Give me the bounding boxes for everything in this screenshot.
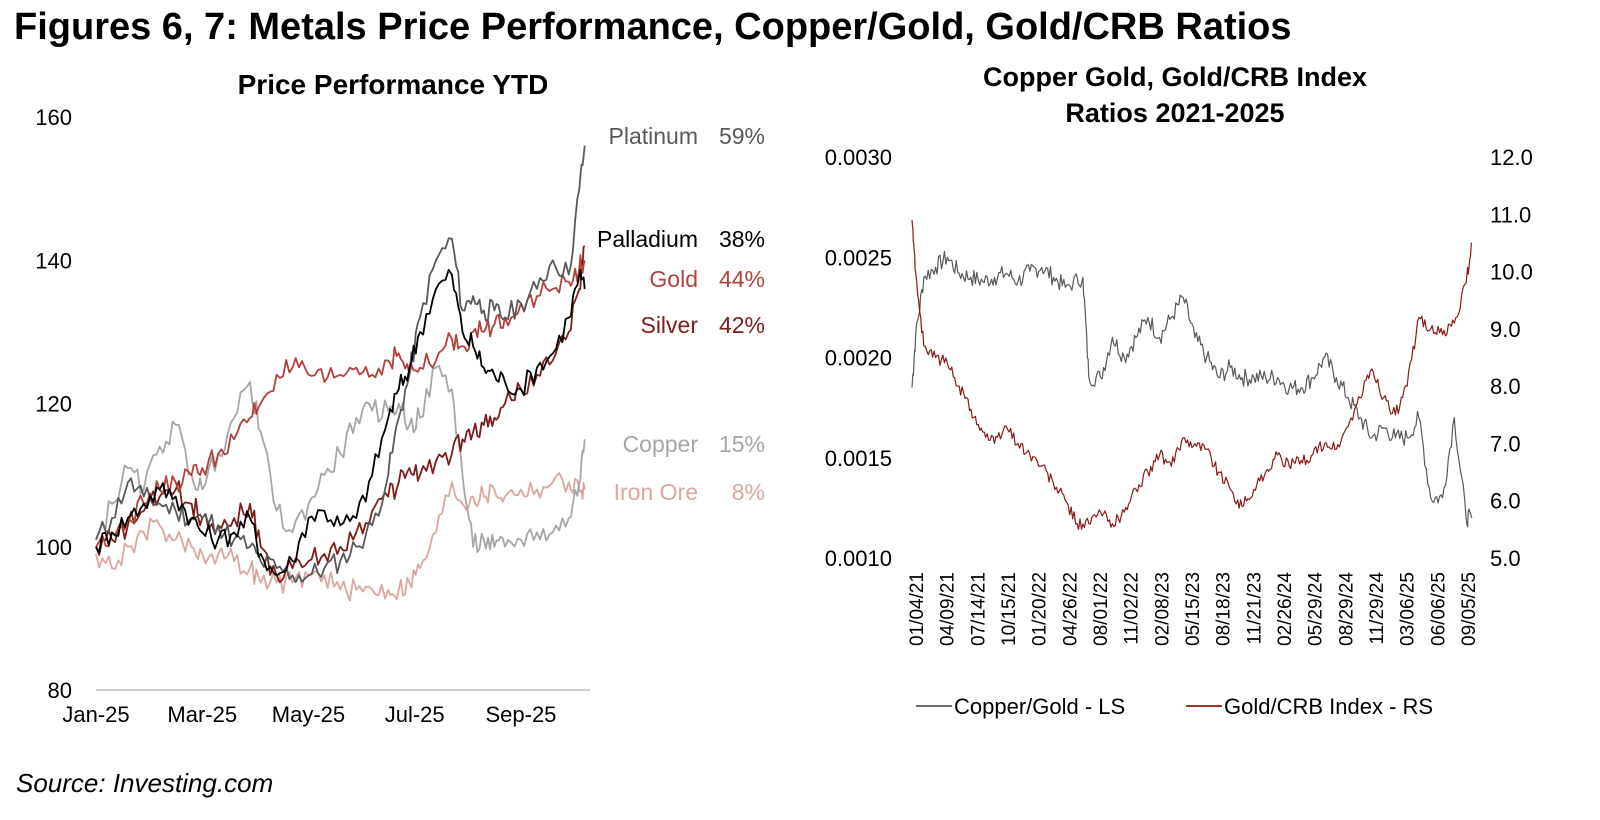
price-performance-chart: Price Performance YTD 80 100 120 140 160 Jan-… (35, 69, 765, 727)
series-pct-gold: 44% (719, 266, 765, 292)
series-pct-iron-ore: 8% (732, 479, 765, 505)
x-tick-label: 01/20/22 (1030, 572, 1051, 646)
series-line-palladium (95, 269, 586, 577)
series-line-gold-crb (911, 219, 1473, 530)
series-pct-silver: 42% (719, 312, 765, 338)
series-label-silver: Silver (640, 312, 698, 338)
x-tick-label: 04/26/22 (1060, 572, 1081, 646)
x-tick-label: 01/04/21 (907, 572, 928, 646)
x-tick-label: 08/01/22 (1091, 572, 1112, 646)
y-left-tick-label: 0.0015 (825, 446, 892, 471)
y-tick-label: 160 (35, 105, 72, 130)
series-line-platinum (95, 145, 586, 584)
y-tick-label: 120 (35, 392, 72, 417)
series-line-iron-ore (95, 472, 586, 602)
y-right-tick-label: 8.0 (1490, 374, 1521, 399)
x-tick-label: 11/02/22 (1122, 572, 1143, 645)
y-left-tick-label: 0.0025 (825, 245, 892, 270)
series-line-silver (95, 245, 586, 584)
x-tick-label: Jan-25 (62, 702, 129, 727)
y-left-tick-label: 0.0030 (825, 145, 892, 170)
x-tick-label: 05/29/24 (1306, 572, 1327, 646)
x-tick-label: 11/29/24 (1367, 572, 1388, 645)
y-right-tick-label: 5.0 (1490, 546, 1521, 571)
y-right-tick-label: 6.0 (1490, 489, 1521, 514)
x-tick-label: 02/26/24 (1275, 572, 1296, 646)
x-tick-label: 11/21/23 (1244, 572, 1265, 645)
series-line-gold (95, 254, 586, 548)
x-tick-label: 07/14/21 (968, 572, 989, 646)
x-tick-label: 03/06/25 (1398, 572, 1419, 646)
y-tick-label: 140 (35, 248, 72, 273)
x-tick-label: 04/09/21 (938, 572, 959, 646)
chart-title: Price Performance YTD (238, 69, 549, 100)
x-tick-label: May-25 (272, 702, 345, 727)
y-left-tick-label: 0.0010 (825, 546, 892, 571)
series-label-iron-ore: Iron Ore (614, 479, 698, 505)
x-tick-label: Sep-25 (485, 702, 556, 727)
figure-title: Figures 6, 7: Metals Price Performance, … (14, 6, 1292, 48)
y-right-tick-label: 10.0 (1490, 260, 1533, 285)
source-note: Source: Investing.com (16, 768, 274, 798)
x-tick-label: 08/29/24 (1336, 572, 1357, 646)
series-pct-palladium: 38% (719, 226, 765, 252)
series-label-gold: Gold (649, 266, 698, 292)
series-line-copper-gold (911, 250, 1473, 528)
x-tick-label: Jul-25 (385, 702, 445, 727)
series-label-platinum: Platinum (609, 123, 698, 149)
copper-gold-ratio-chart: Copper Gold, Gold/CRB Index Ratios 2021-… (825, 62, 1533, 719)
x-tick-label: 10/15/21 (999, 572, 1020, 646)
legend-gold-crb-label: Gold/CRB Index - RS (1224, 694, 1433, 719)
x-tick-label: 05/15/23 (1183, 572, 1204, 646)
series-pct-platinum: 59% (719, 123, 765, 149)
x-tick-label: 09/05/25 (1459, 572, 1480, 646)
y-right-tick-label: 12.0 (1490, 145, 1533, 170)
series-label-copper: Copper (623, 431, 699, 457)
x-tick-label: Mar-25 (167, 702, 237, 727)
y-tick-label: 80 (48, 678, 72, 703)
chart-title-line-2: Ratios 2021-2025 (1065, 98, 1284, 128)
series-line-copper (95, 365, 586, 553)
y-right-tick-label: 9.0 (1490, 317, 1521, 342)
series-label-palladium: Palladium (597, 226, 698, 252)
y-tick-label: 100 (35, 535, 72, 560)
x-tick-label: 08/18/23 (1214, 572, 1235, 646)
series-pct-copper: 15% (719, 431, 765, 457)
x-tick-label: 02/08/23 (1152, 572, 1173, 646)
chart-title-line-1: Copper Gold, Gold/CRB Index (983, 62, 1367, 92)
y-left-tick-label: 0.0020 (825, 346, 892, 371)
x-tick-label: 06/06/25 (1428, 572, 1449, 646)
y-right-tick-label: 11.0 (1490, 202, 1531, 227)
legend-copper-gold-label: Copper/Gold - LS (954, 694, 1125, 719)
y-right-tick-label: 7.0 (1490, 431, 1521, 456)
